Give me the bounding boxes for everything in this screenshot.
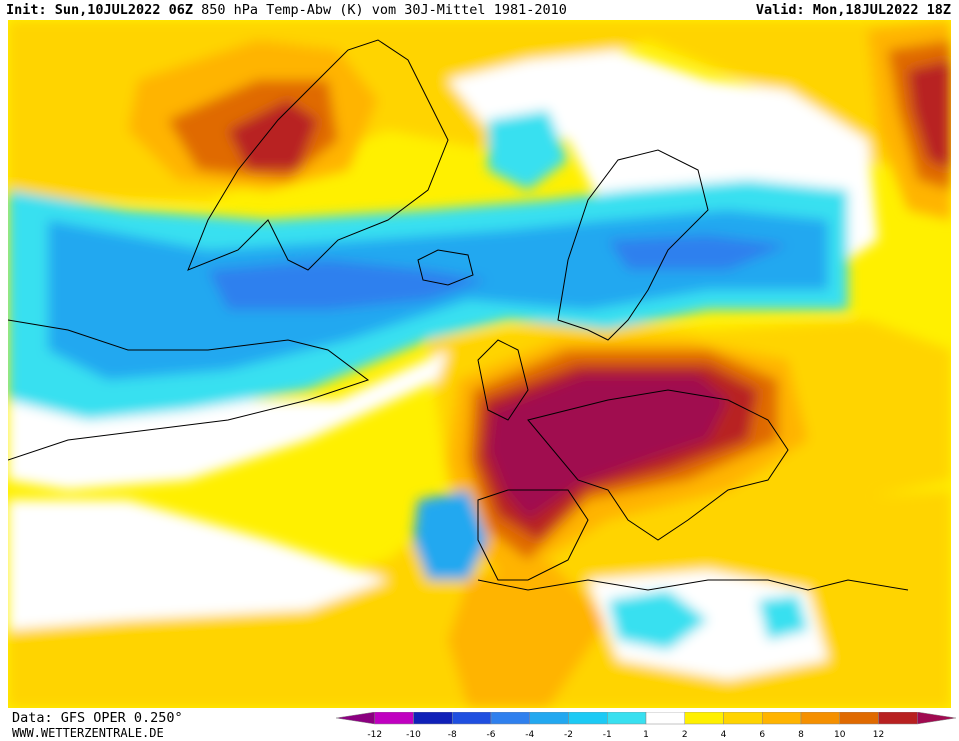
legend-label: -10 [406, 730, 421, 739]
valid-label: Valid: [755, 2, 805, 18]
cold-blob-iberia [413, 490, 488, 580]
zero-isoline [8, 319, 370, 461]
map-title: 850 hPa Temp-Abw (K) vom 30J-Mittel 1981… [201, 2, 567, 18]
legend-label: 2 [682, 730, 688, 739]
red-east [908, 60, 951, 170]
init-label: Init: [6, 2, 47, 18]
legend-swatch [800, 712, 840, 725]
valid-value: Mon,18JUL2022 18Z [812, 2, 951, 18]
greenland-coast [187, 39, 449, 271]
legend-swatch [607, 712, 647, 725]
website-label: WWW.WETTERZENTRALE.DE [12, 726, 164, 740]
legend-swatch [839, 712, 879, 725]
color-legend: -12 -10 -8 -6 -4 -2 -1 1 2 4 6 8 10 12 [335, 712, 957, 739]
legend-label: -1 [603, 730, 612, 739]
legend-label: 4 [721, 730, 727, 739]
africa-coast [477, 579, 909, 591]
legend-swatch [723, 712, 763, 725]
legend-label: -8 [448, 730, 457, 739]
legend-label: 6 [759, 730, 765, 739]
header-valid-group: Valid: Mon,18JUL2022 18Z [756, 0, 951, 20]
orange-region-south [448, 560, 608, 708]
scandinavia-coast [557, 149, 709, 341]
legend-swatch [645, 712, 685, 725]
legend-swatch [413, 712, 453, 725]
legend-label: 1 [643, 730, 649, 739]
map-header: Init: Sun,10JUL2022 06Z 850 hPa Temp-Abw… [0, 0, 959, 20]
legend-label: -6 [487, 730, 496, 739]
legend-swatch [684, 712, 724, 725]
init-value: Sun,10JUL2022 06Z [54, 2, 193, 18]
legend-swatch [490, 712, 530, 725]
cold-blob-africa [608, 590, 708, 650]
legend-label: -2 [564, 730, 573, 739]
legend-swatch [374, 712, 414, 725]
legend-swatch [529, 712, 569, 725]
cold-blob-africa-2 [758, 595, 808, 640]
legend-label: 12 [873, 730, 884, 739]
british-isles-coast [477, 339, 529, 421]
europe-coast [527, 389, 789, 541]
legend-label: 10 [834, 730, 846, 739]
iberia-coast [477, 489, 589, 581]
coastlines [8, 39, 909, 591]
legend-swatch [878, 712, 918, 725]
legend-swatch [335, 712, 375, 725]
red-greenland [228, 100, 318, 170]
legend-swatch [568, 712, 608, 725]
temperature-anomaly-map [8, 20, 951, 708]
legend-label: 8 [798, 730, 804, 739]
header-init-group: Init: Sun,10JUL2022 06Z 850 hPa Temp-Abw… [6, 0, 567, 20]
magenta-europe [488, 375, 728, 520]
cold-core-2 [608, 235, 788, 270]
legend-label: -4 [525, 730, 534, 739]
legend-swatch [452, 712, 492, 725]
legend-swatch [762, 712, 802, 725]
iceland-coast [417, 249, 474, 286]
legend-label: -12 [367, 730, 382, 739]
data-source-label: Data: GFS OPER 0.250° [12, 710, 183, 726]
legend-swatch [917, 712, 957, 725]
neutral-zone-sw [8, 500, 388, 630]
cold-core [208, 260, 488, 310]
cold-blob-north-sea [488, 110, 568, 190]
